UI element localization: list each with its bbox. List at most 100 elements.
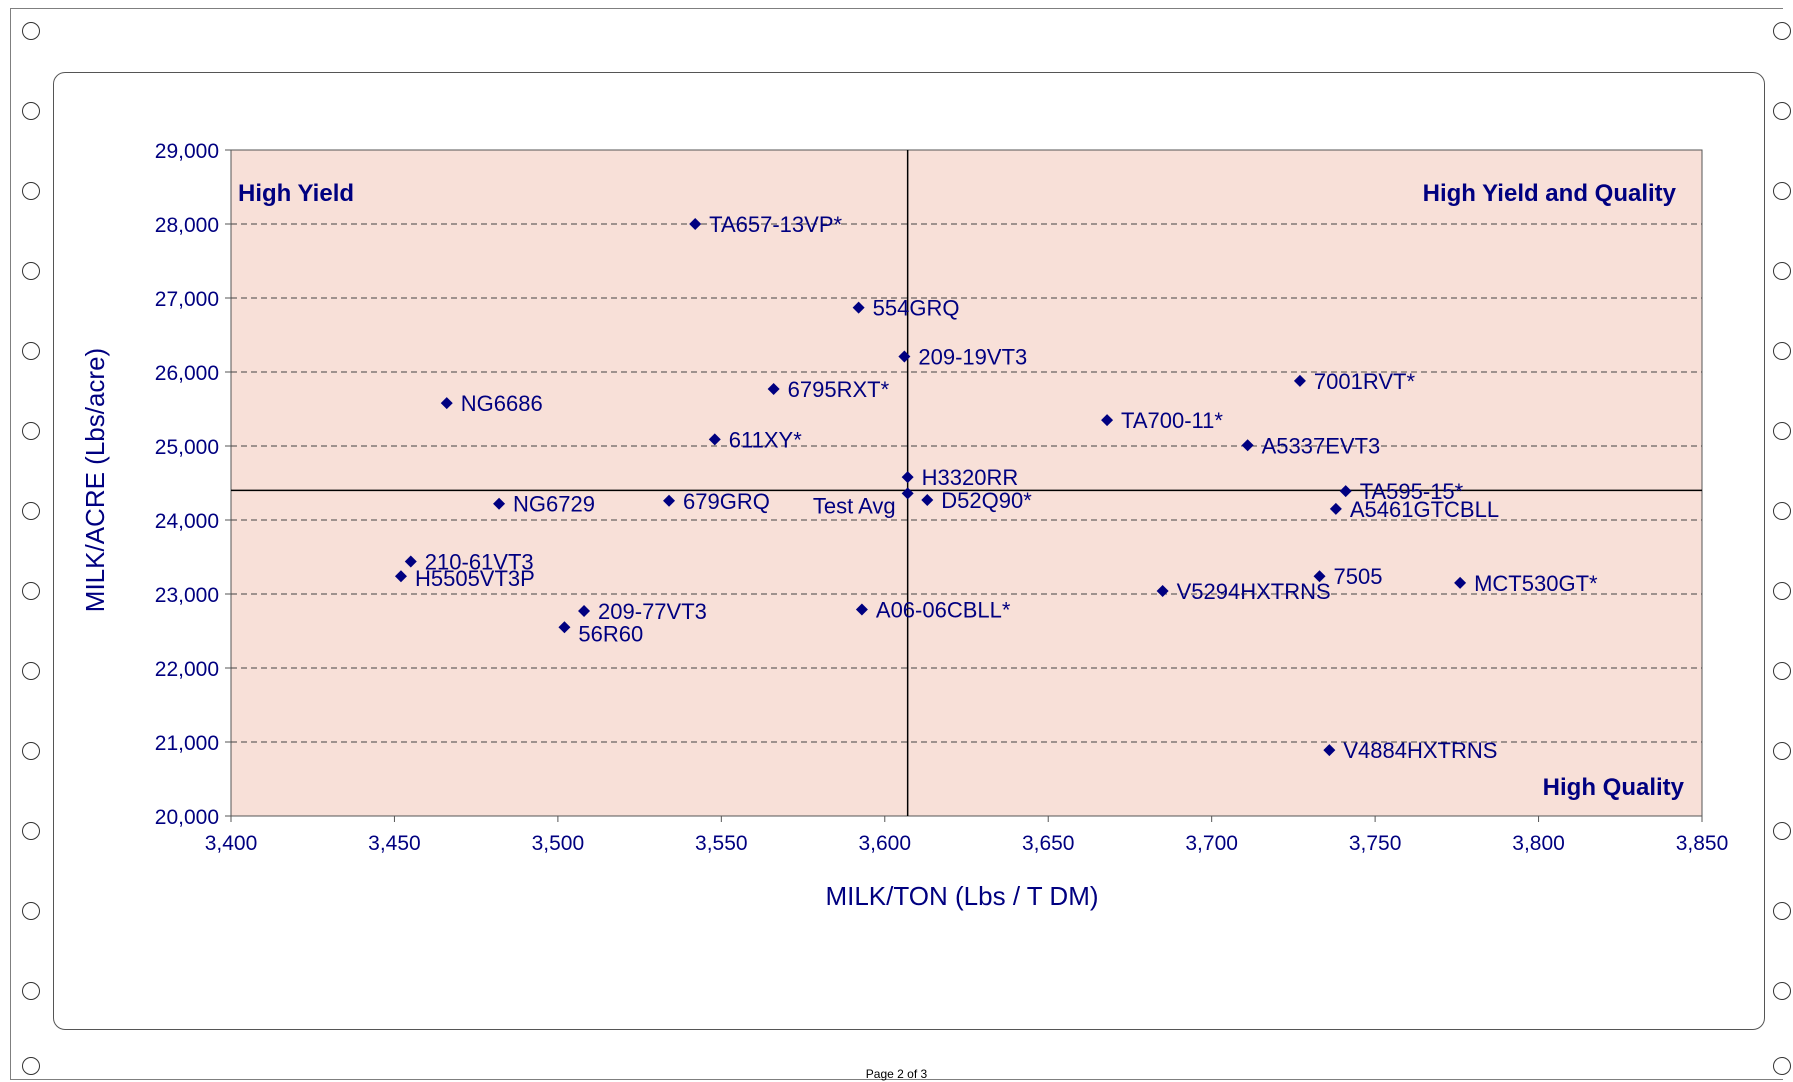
feed-hole (1773, 902, 1791, 920)
data-point-marker (440, 397, 453, 410)
data-point-label: TA595-15* (1360, 479, 1464, 504)
feed-hole (1773, 502, 1791, 520)
feed-hole (1773, 742, 1791, 760)
x-tick-label: 3,550 (695, 832, 748, 855)
feed-hole (22, 1057, 40, 1075)
plot-background (230, 149, 1703, 817)
x-tick-label: 3,500 (532, 832, 585, 855)
data-point-marker (852, 301, 865, 314)
feed-hole (1773, 182, 1791, 200)
x-tick-label: 3,650 (1022, 832, 1075, 855)
data-point-marker (1454, 576, 1467, 589)
feed-hole (22, 822, 40, 840)
feed-hole (1773, 22, 1791, 40)
y-axis-label: MILK/ACRE (Lbs/acre) (80, 348, 110, 612)
data-point-marker (898, 350, 911, 363)
data-point-label: 7505 (1334, 564, 1383, 589)
data-point-label: 6795RXT* (788, 377, 890, 402)
feed-hole (1773, 102, 1791, 120)
x-tick-label: 3,450 (368, 832, 421, 855)
data-point-marker (663, 494, 676, 507)
feed-hole (1773, 1057, 1791, 1075)
data-point-marker (921, 494, 934, 507)
feed-hole (22, 502, 40, 520)
feed-hole (1773, 342, 1791, 360)
data-point-marker (1323, 744, 1336, 757)
data-point-marker (901, 487, 914, 500)
data-point-marker (1329, 502, 1342, 515)
page-footer: Page 2 of 3 (865, 1067, 928, 1081)
x-axis-label: MILK/TON (Lbs / T DM) (825, 881, 1098, 911)
data-point-marker (493, 497, 506, 510)
x-tick-label: 3,750 (1349, 832, 1402, 855)
data-point-label: V5294HXTRNS (1177, 579, 1331, 604)
feed-hole (22, 902, 40, 920)
data-point-label: H3320RR (922, 465, 1019, 490)
feed-hole (1773, 822, 1791, 840)
x-tick-label: 3,850 (1676, 832, 1729, 855)
data-point-marker (558, 621, 571, 634)
y-tick-label: 23,000 (155, 584, 219, 607)
x-axis-ticks: 3,400 3,450 3,500 3,550 3,600 3,650 3,700 3,750… (205, 816, 1729, 855)
y-tick-label: 21,000 (155, 732, 219, 755)
feed-hole (1773, 662, 1791, 680)
data-point-label: 679GRQ (683, 489, 770, 514)
data-point-marker (404, 555, 417, 568)
data-point-label: 209-19VT3 (918, 344, 1027, 369)
quadrant-label-high-quality: High Quality (1543, 774, 1685, 801)
feed-hole (22, 582, 40, 600)
data-point-label: 7001RVT* (1314, 369, 1416, 394)
data-point-marker (689, 218, 702, 230)
y-tick-label: 20,000 (155, 806, 219, 829)
feed-hole (22, 22, 40, 40)
gridlines (231, 223, 1702, 743)
x-tick-label: 3,700 (1185, 832, 1238, 855)
data-point-marker (394, 570, 407, 583)
data-points: TA657-13VP* 554GRQ 209-19VT3 6795RXT* NG6686… (394, 212, 1598, 763)
feed-hole (22, 422, 40, 440)
data-point-marker (1156, 585, 1169, 598)
data-point-marker (1293, 374, 1306, 387)
y-tick-label: 29,000 (155, 140, 219, 163)
y-tick-label: 28,000 (155, 214, 219, 237)
data-point-marker (708, 433, 721, 446)
feed-hole (1773, 422, 1791, 440)
x-tick-label: 3,600 (858, 832, 911, 855)
quadrant-label-high-yield: High Yield (238, 180, 354, 207)
data-point-label: NG6686 (461, 391, 543, 416)
y-tick-label: 26,000 (155, 362, 219, 385)
data-point-label: A5461GTCBLL (1350, 497, 1499, 522)
x-tick-label: 3,800 (1512, 832, 1565, 855)
data-point-marker (767, 383, 780, 396)
data-point-label: A5337EVT3 (1262, 433, 1381, 458)
data-point-label: Test Avg (813, 493, 896, 518)
data-point-label: 56R60 (578, 621, 643, 646)
data-point-marker (1241, 439, 1254, 452)
x-tick-label: 3,400 (205, 832, 258, 855)
data-point-label: V4884HXTRNS (1343, 738, 1497, 763)
feed-hole (1773, 582, 1791, 600)
data-point-label: D52Q90* (941, 488, 1032, 513)
y-tick-label: 27,000 (155, 288, 219, 311)
data-point-label: A06-06CBLL* (876, 598, 1011, 623)
feed-hole (22, 662, 40, 680)
data-point-label: TA657-13VP* (709, 212, 842, 237)
data-point-marker (1101, 414, 1114, 427)
data-point-marker (855, 603, 868, 616)
data-point-label: 554GRQ (873, 296, 960, 321)
y-tick-label: 24,000 (155, 510, 219, 533)
feed-hole (22, 182, 40, 200)
feed-hole (22, 982, 40, 1000)
data-point-marker (578, 605, 591, 618)
data-point-label: NG6729 (513, 492, 595, 517)
feed-hole (1773, 262, 1791, 280)
feed-hole (22, 262, 40, 280)
feed-hole (22, 102, 40, 120)
data-point-label: MCT530GT* (1474, 571, 1598, 596)
data-point-marker (1339, 485, 1352, 498)
tractor-feed-holes-left (22, 0, 48, 1082)
data-point-label: 210-61VT3 (425, 549, 534, 574)
data-point-label: 611XY* (729, 427, 802, 452)
feed-hole (22, 742, 40, 760)
